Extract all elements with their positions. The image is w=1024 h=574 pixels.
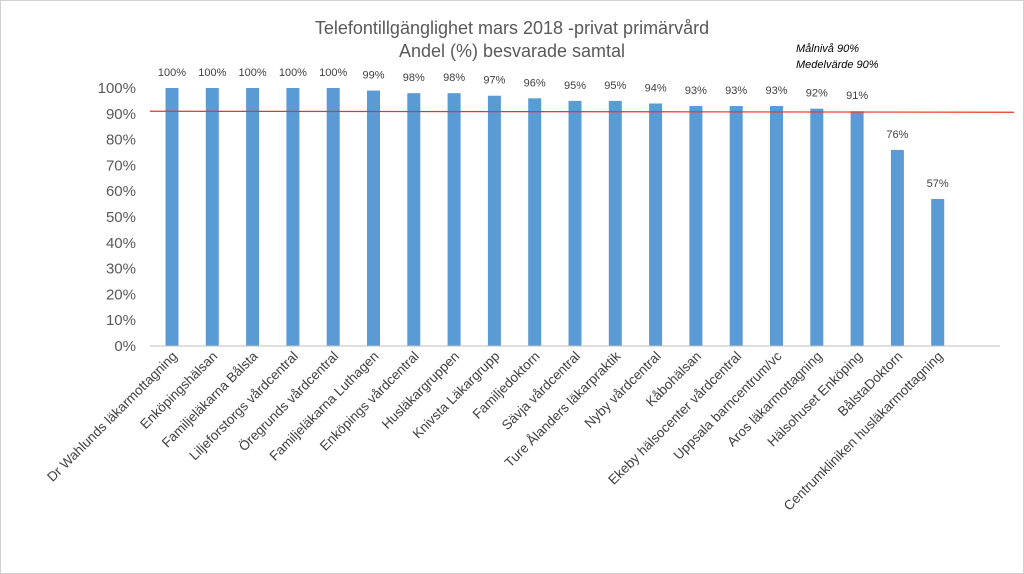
data-label: 100%	[319, 67, 347, 79]
data-label: 98%	[403, 72, 425, 84]
bar	[205, 88, 219, 346]
y-tick-label: 100%	[98, 80, 136, 97]
bar	[850, 111, 864, 346]
y-tick-label: 20%	[106, 286, 136, 303]
bar	[689, 106, 703, 346]
x-axis: Dr Wahlunds läkarmottagningEnköpingshäls…	[44, 348, 946, 513]
y-tick-label: 10%	[106, 312, 136, 329]
data-label: 91%	[846, 90, 868, 102]
target-line	[149, 110, 1015, 113]
data-labels: 100% 100% 100% 100% 100% 99% 98% 98% 97% 96% 95% 95…	[158, 67, 949, 190]
data-label: 94%	[645, 82, 667, 94]
y-tick-label: 0%	[114, 338, 136, 355]
data-label: 100%	[158, 67, 186, 79]
bar	[890, 149, 904, 346]
target-level-note: Målnivå 90%	[796, 43, 859, 55]
data-label: 93%	[725, 85, 747, 97]
y-tick-label: 30%	[106, 261, 136, 278]
bar	[568, 100, 582, 347]
bar	[931, 198, 945, 346]
y-tick-label: 40%	[106, 235, 136, 252]
y-axis: 0% 10% 20% 30% 40% 50% 60% 70% 80% 90% 100%	[98, 80, 136, 355]
data-label: 95%	[604, 80, 626, 92]
bar	[649, 103, 663, 346]
bar	[729, 106, 743, 346]
data-label: 100%	[198, 67, 226, 79]
data-label: 93%	[685, 85, 707, 97]
data-label: 95%	[564, 80, 586, 92]
data-label: 97%	[483, 75, 505, 87]
bar	[246, 88, 260, 346]
bar	[407, 93, 421, 346]
y-tick-label: 80%	[106, 132, 136, 149]
bars-group	[165, 88, 945, 347]
data-label: 98%	[443, 72, 465, 84]
y-tick-label: 60%	[106, 183, 136, 200]
chart-subtitle: Andel (%) besvarade samtal	[399, 41, 625, 61]
chart-title: Telefontillgänglighet mars 2018 -privat …	[315, 18, 709, 38]
bar	[286, 88, 300, 346]
bar	[447, 93, 461, 346]
bar	[165, 88, 179, 346]
bar	[367, 90, 380, 346]
data-label: 76%	[886, 129, 908, 141]
bar	[770, 106, 783, 346]
bar	[810, 108, 824, 346]
bar	[528, 98, 542, 346]
y-tick-label: 70%	[106, 157, 136, 174]
data-label: 57%	[927, 178, 949, 190]
bar	[608, 100, 622, 347]
data-label: 93%	[765, 85, 787, 97]
y-tick-label: 50%	[106, 209, 136, 226]
data-label: 99%	[362, 70, 384, 82]
bar	[326, 88, 340, 346]
data-label: 92%	[806, 88, 828, 100]
bar	[487, 95, 501, 347]
data-label: 96%	[524, 77, 546, 89]
data-label: 100%	[239, 67, 267, 79]
y-tick-label: 90%	[106, 106, 136, 123]
data-label: 100%	[279, 67, 307, 79]
mean-value-note: Medelvärde 90%	[796, 59, 879, 71]
